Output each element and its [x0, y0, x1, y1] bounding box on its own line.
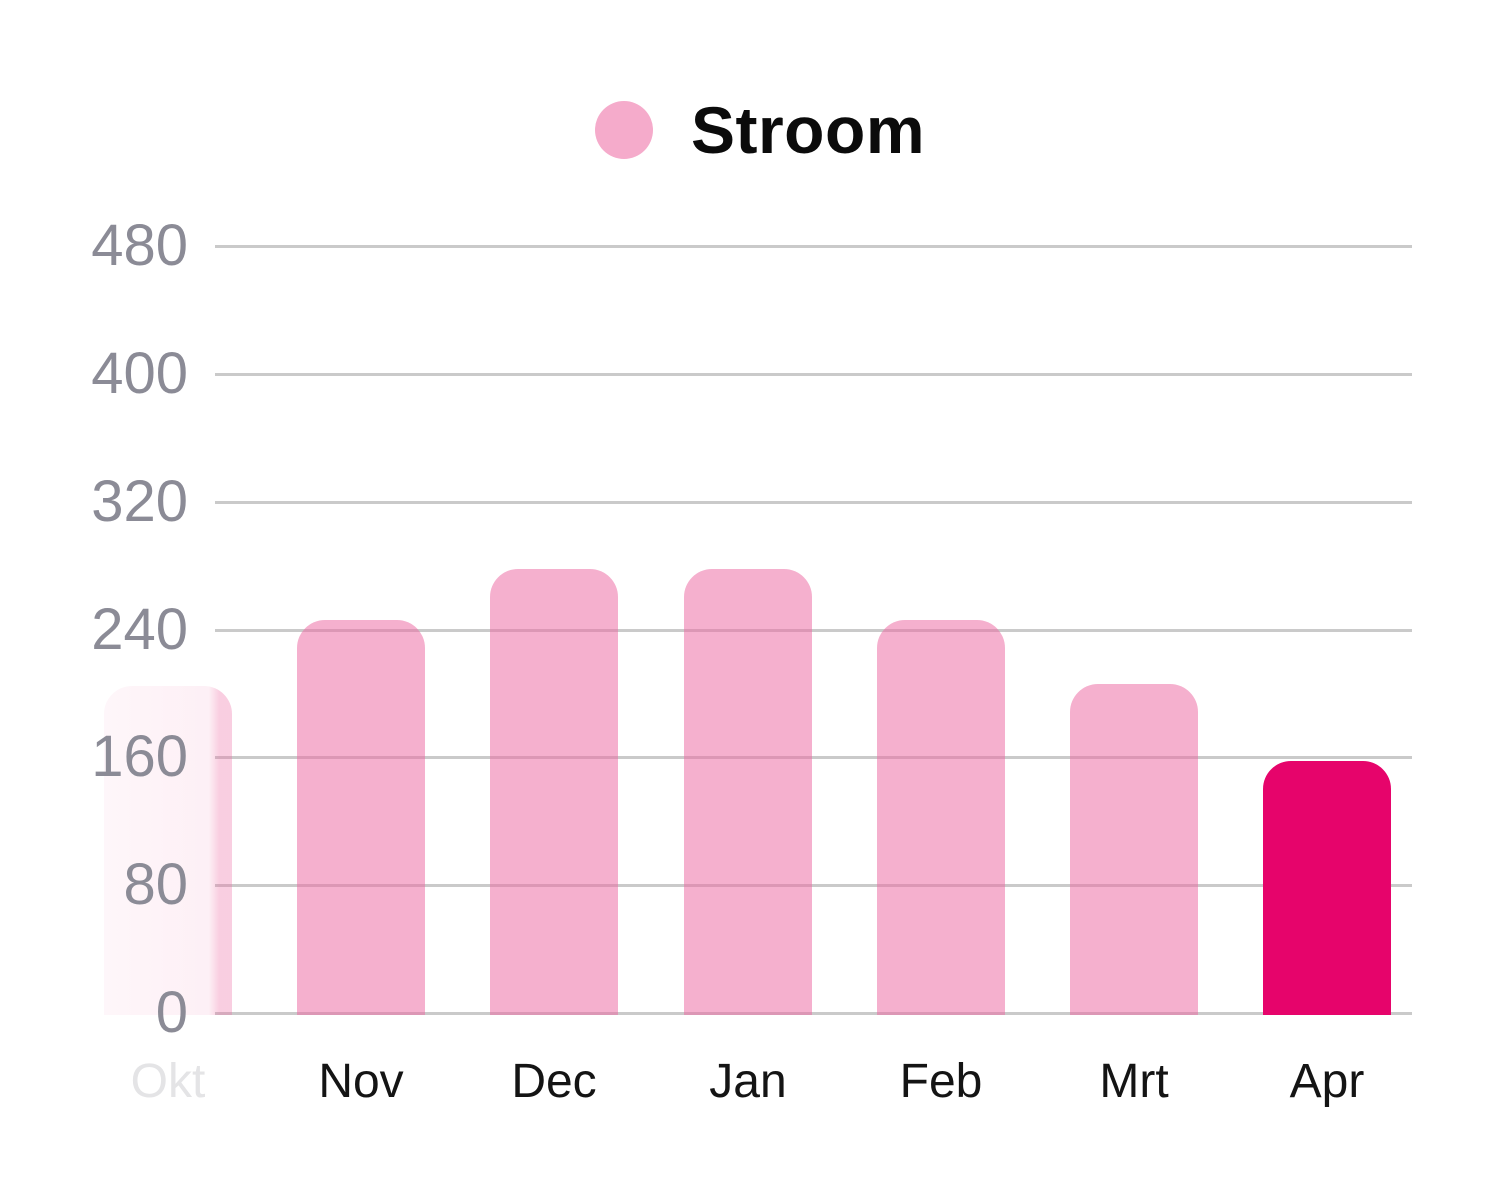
bar-mrt[interactable]: [1070, 684, 1198, 1015]
gridline-0: [215, 1012, 1412, 1015]
x-tick-label-nov: Nov: [318, 1055, 404, 1108]
y-tick-label-480: 480: [91, 213, 188, 278]
bar-apr[interactable]: [1263, 761, 1391, 1015]
gridline-400: [215, 373, 1412, 376]
y-tick-label-0: 0: [155, 980, 188, 1045]
x-tick-label-jan: Jan: [709, 1055, 787, 1108]
x-tick-label-feb: Feb: [899, 1055, 983, 1108]
y-tick-label-400: 400: [91, 341, 188, 406]
y-tick-label-80: 80: [123, 852, 188, 917]
y-tick-label-160: 160: [91, 724, 188, 789]
gridline-160: [215, 756, 1412, 759]
legend-series-label: Stroom: [691, 93, 925, 167]
x-tick-label-mrt: Mrt: [1099, 1055, 1169, 1108]
gridline-320: [215, 501, 1412, 504]
legend-swatch-circle-icon: [595, 101, 653, 159]
x-tick-label-apr: Apr: [1289, 1055, 1365, 1108]
y-tick-label-320: 320: [91, 469, 188, 534]
x-tick-label-dec: Dec: [511, 1055, 597, 1108]
gridline-480: [215, 245, 1412, 248]
y-tick-label-240: 240: [91, 597, 188, 662]
bar-feb[interactable]: [877, 620, 1005, 1015]
bar-jan[interactable]: [684, 569, 812, 1015]
x-tick-label-okt: Okt: [130, 1055, 206, 1108]
gridline-240: [215, 629, 1412, 632]
chart-legend: Stroom: [595, 96, 925, 164]
bar-okt[interactable]: [104, 686, 232, 1015]
bar-dec[interactable]: [490, 569, 618, 1015]
bar-nov[interactable]: [297, 620, 425, 1015]
gridline-80: [215, 884, 1412, 887]
